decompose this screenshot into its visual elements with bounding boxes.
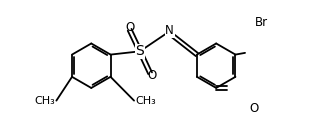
Text: N: N bbox=[165, 24, 174, 37]
Text: O: O bbox=[125, 20, 134, 34]
Text: O: O bbox=[147, 70, 156, 82]
Text: O: O bbox=[249, 102, 258, 115]
Text: Br: Br bbox=[255, 16, 268, 29]
Text: CH₃: CH₃ bbox=[135, 96, 156, 106]
Text: S: S bbox=[135, 44, 144, 58]
Text: CH₃: CH₃ bbox=[34, 96, 55, 106]
